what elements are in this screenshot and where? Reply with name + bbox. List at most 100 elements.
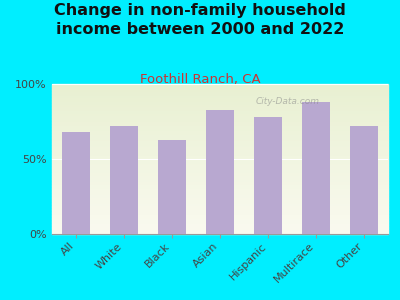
Bar: [52, 94, 388, 96]
Bar: [52, 102, 388, 104]
Bar: [52, 168, 388, 170]
Bar: [52, 180, 388, 182]
Bar: [52, 118, 388, 120]
Bar: [52, 136, 388, 138]
Bar: [52, 141, 388, 142]
Bar: [52, 220, 388, 222]
Bar: [52, 169, 388, 171]
Bar: [52, 174, 388, 176]
Bar: [52, 160, 388, 162]
Bar: [52, 202, 388, 204]
Text: Foothill Ranch, CA: Foothill Ranch, CA: [140, 74, 260, 86]
Bar: [52, 140, 388, 141]
Bar: [52, 106, 388, 108]
Bar: [52, 183, 388, 184]
Bar: [52, 124, 388, 126]
Bar: [52, 207, 388, 208]
Bar: [52, 176, 388, 177]
Bar: [52, 146, 388, 147]
Bar: [52, 128, 388, 129]
Bar: [52, 182, 388, 183]
Bar: [52, 178, 388, 180]
Bar: [52, 198, 388, 200]
Text: Change in non-family household
income between 2000 and 2022: Change in non-family household income be…: [54, 3, 346, 37]
Bar: [52, 123, 388, 124]
Bar: [52, 212, 388, 213]
Bar: [52, 194, 388, 195]
Bar: [206, 110, 234, 234]
Bar: [52, 158, 388, 159]
Bar: [52, 99, 388, 100]
Bar: [52, 112, 388, 114]
Bar: [52, 218, 388, 219]
Bar: [52, 172, 388, 174]
Bar: [52, 200, 388, 201]
Bar: [52, 162, 388, 164]
Bar: [52, 213, 388, 214]
Bar: [52, 93, 388, 94]
Bar: [52, 135, 388, 136]
Bar: [52, 186, 388, 188]
Bar: [52, 111, 388, 112]
Bar: [52, 100, 388, 102]
Bar: [52, 138, 388, 140]
Bar: [52, 156, 388, 158]
Bar: [52, 96, 388, 98]
Bar: [52, 184, 388, 186]
Bar: [110, 126, 138, 234]
Bar: [52, 134, 388, 135]
Bar: [52, 228, 388, 230]
Bar: [52, 120, 388, 122]
Bar: [52, 148, 388, 150]
Bar: [52, 142, 388, 144]
Bar: [52, 225, 388, 226]
Bar: [52, 226, 388, 228]
Bar: [52, 214, 388, 216]
Bar: [254, 117, 282, 234]
Bar: [52, 103, 388, 105]
Bar: [52, 204, 388, 206]
Bar: [52, 219, 388, 220]
Bar: [52, 117, 388, 118]
Bar: [52, 177, 388, 178]
Bar: [52, 230, 388, 231]
Bar: [52, 216, 388, 218]
Bar: [52, 206, 388, 207]
Bar: [52, 222, 388, 224]
Text: City-Data.com: City-Data.com: [255, 98, 319, 106]
Bar: [52, 208, 388, 210]
Bar: [52, 171, 388, 172]
Bar: [52, 129, 388, 130]
Bar: [302, 102, 330, 234]
Bar: [52, 87, 388, 88]
Bar: [52, 164, 388, 165]
Bar: [158, 140, 186, 234]
Bar: [52, 201, 388, 202]
Bar: [350, 126, 378, 234]
Bar: [52, 210, 388, 212]
Bar: [52, 147, 388, 148]
Bar: [52, 152, 388, 153]
Bar: [52, 192, 388, 194]
Bar: [52, 105, 388, 106]
Bar: [52, 110, 388, 111]
Bar: [52, 190, 388, 192]
Bar: [52, 126, 388, 128]
Bar: [52, 150, 388, 152]
Bar: [52, 167, 388, 168]
Bar: [52, 108, 388, 110]
Bar: [52, 195, 388, 196]
Bar: [52, 153, 388, 154]
Bar: [52, 116, 388, 117]
Bar: [52, 92, 388, 93]
Bar: [52, 122, 388, 123]
Bar: [52, 132, 388, 134]
Bar: [52, 84, 388, 86]
Bar: [52, 189, 388, 190]
Bar: [52, 165, 388, 166]
Bar: [52, 196, 388, 198]
Bar: [52, 144, 388, 146]
Bar: [52, 232, 388, 234]
Bar: [52, 159, 388, 160]
Bar: [52, 98, 388, 99]
